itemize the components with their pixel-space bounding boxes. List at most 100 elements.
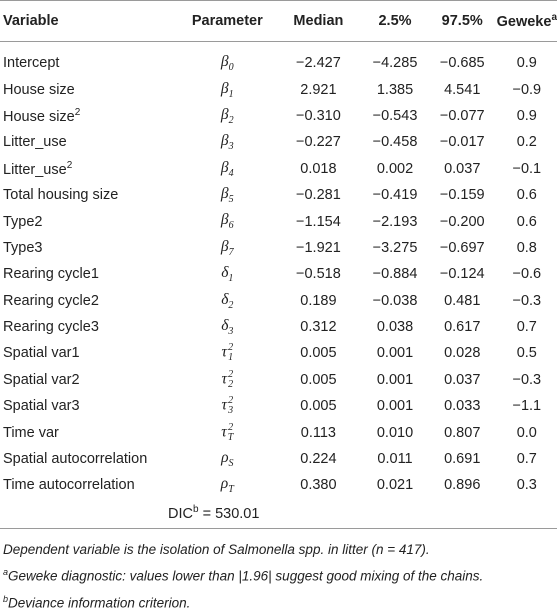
table-row: Spatial autocorrelation ρS 0.224 0.011 0.691… — [0, 446, 557, 472]
parameter-greek-letter: β — [220, 53, 229, 71]
lower-quantile-cell: 0.021 — [376, 477, 414, 494]
parameter-greek-letter: τ — [221, 344, 228, 362]
variable-cell: Time var — [0, 419, 180, 445]
parameter-superscript: 2 — [228, 368, 234, 380]
lower-quantile-cell: 0.038 — [376, 319, 414, 336]
table-row: Intercept β0 −2.427 −4.285 −0.685 0.9 — [0, 42, 557, 77]
parameter-symbol: β2 — [221, 106, 234, 126]
variable-cell: Spatial autocorrelation — [0, 446, 180, 472]
parameter-greek-letter: β — [220, 237, 229, 255]
geweke-cell: 0.6 — [516, 213, 537, 230]
median-cell: 0.113 — [300, 424, 336, 441]
parameter-greek-letter: τ — [221, 370, 228, 388]
geweke-cell: 0.5 — [516, 345, 537, 362]
upper-quantile-cell: −0.697 — [439, 239, 485, 256]
variable-cell: Spatial var1 — [0, 340, 180, 366]
parameter-greek-letter: β — [220, 79, 229, 97]
upper-quantile-cell: 0.037 — [444, 371, 481, 388]
lower-quantile-cell: −0.419 — [372, 187, 418, 204]
parameter-cell: β6 — [180, 208, 275, 234]
geweke-cell: −0.1 — [512, 160, 542, 177]
parameter-symbol: β6 — [221, 211, 234, 231]
parameter-superscript: 2 — [228, 421, 234, 433]
dic-label: DIC — [168, 506, 193, 523]
lower-quantile-cell: −0.038 — [372, 292, 418, 309]
variable-name: Spatial var3 — [3, 398, 80, 415]
variable-name: Spatial var2 — [3, 371, 80, 388]
header-upper-quantile: 97.5% — [427, 0, 497, 42]
table-row: Rearing cycle3 δ3 0.312 0.038 0.617 0.7 — [0, 314, 557, 340]
median-cell: 0.380 — [300, 477, 337, 494]
table-body: Intercept β0 −2.427 −4.285 −0.685 0.9 House si… — [0, 42, 557, 530]
footnote-geweke: aGeweke diagnostic: values lower than |1… — [3, 561, 557, 588]
upper-quantile-cell: 0.691 — [444, 451, 481, 468]
lower-quantile-cell: −0.458 — [372, 134, 418, 151]
lower-quantile-cell: −0.884 — [372, 266, 418, 283]
table-row: House size β1 2.921 1.385 4.541 −0.9 — [0, 76, 557, 102]
variable-name: Rearing cycle1 — [3, 266, 99, 283]
parameter-superscript: 2 — [228, 342, 234, 354]
table-row: Spatial var2 τ 2 2 0.005 0.001 0.037 −0.3 — [0, 367, 557, 393]
table-header-row: Variable Parameter Median 2.5% 97.5% Gew… — [0, 0, 557, 42]
upper-quantile-cell: −0.077 — [439, 107, 485, 124]
median-cell: −1.154 — [296, 213, 341, 230]
geweke-cell: −0.6 — [512, 266, 542, 283]
parameter-cell: δ1 — [180, 261, 275, 287]
lower-quantile-cell: 0.011 — [377, 451, 413, 468]
variable-name: Type2 — [3, 213, 43, 230]
upper-quantile-cell: −0.017 — [439, 134, 485, 151]
header-median: Median — [274, 0, 363, 42]
parameter-symbol: β3 — [221, 132, 234, 152]
parameter-subscript: 0 — [228, 62, 234, 74]
variable-cell: Time autocorrelation — [0, 472, 180, 498]
parameter-subscript: 2 — [228, 299, 234, 311]
upper-quantile-cell: 0.617 — [444, 319, 481, 336]
lower-quantile-cell: −2.193 — [372, 213, 418, 230]
parameter-cell: ρS — [180, 446, 275, 472]
footnote-dic: bDeviance information criterion. — [3, 588, 557, 614]
median-cell: 0.005 — [300, 371, 337, 388]
median-cell: −0.227 — [296, 134, 341, 151]
footnote-geweke-mark: a — [3, 567, 9, 578]
table-row: Type3 β7 −1.921 −3.275 −0.697 0.8 — [0, 235, 557, 261]
median-cell: 0.005 — [300, 398, 337, 415]
variable-cell: Rearing cycle2 — [0, 288, 180, 314]
parameter-cell: δ2 — [180, 288, 275, 314]
variable-cell: Litter_use — [0, 129, 180, 155]
parameter-cell: β1 — [180, 76, 275, 102]
dic-cell: DICb = 530.01 — [0, 498, 557, 530]
median-cell: −0.518 — [296, 266, 341, 283]
parameter-greek-letter: β — [220, 211, 229, 229]
lower-quantile-cell: 0.001 — [376, 345, 414, 362]
geweke-cell: 0.9 — [516, 107, 537, 124]
geweke-cell: −1.1 — [512, 398, 542, 415]
parameter-greek-letter: β — [220, 158, 229, 176]
geweke-cell: 0.8 — [516, 239, 537, 256]
variable-name: Time autocorrelation — [3, 477, 135, 494]
footnote-geweke-text: Geweke diagnostic: values lower than |1.… — [8, 568, 484, 584]
geweke-cell: 0.0 — [516, 424, 537, 441]
upper-quantile-cell: 0.037 — [444, 160, 481, 177]
footnote-dic-text: Deviance information criterion. — [8, 595, 191, 611]
geweke-cell: 0.9 — [516, 55, 537, 72]
upper-quantile-cell: −0.159 — [439, 187, 485, 204]
median-cell: 0.005 — [300, 345, 337, 362]
geweke-cell: 0.3 — [516, 477, 537, 494]
footnote-dependent-variable: Dependent variable is the isolation of S… — [3, 542, 430, 558]
lower-quantile-cell: 1.385 — [376, 81, 414, 98]
table-row: Rearing cycle2 δ2 0.189 −0.038 0.481 −0.3 — [0, 288, 557, 314]
parameter-cell: β4 — [180, 156, 275, 182]
variable-exponent: 2 — [66, 159, 73, 171]
table-row: Rearing cycle1 δ1 −0.518 −0.884 −0.124 −0.6 — [0, 261, 557, 287]
upper-quantile-cell: −0.685 — [439, 55, 485, 72]
variable-name: Rearing cycle3 — [3, 319, 99, 336]
parameter-greek-letter: ρ — [220, 475, 229, 493]
dic-footnote-mark: b — [192, 504, 199, 516]
parameter-symbol: ρT — [221, 475, 234, 495]
variable-name: House size — [3, 81, 75, 98]
lower-quantile-cell: 0.010 — [376, 424, 414, 441]
parameter-cell: β5 — [180, 182, 275, 208]
